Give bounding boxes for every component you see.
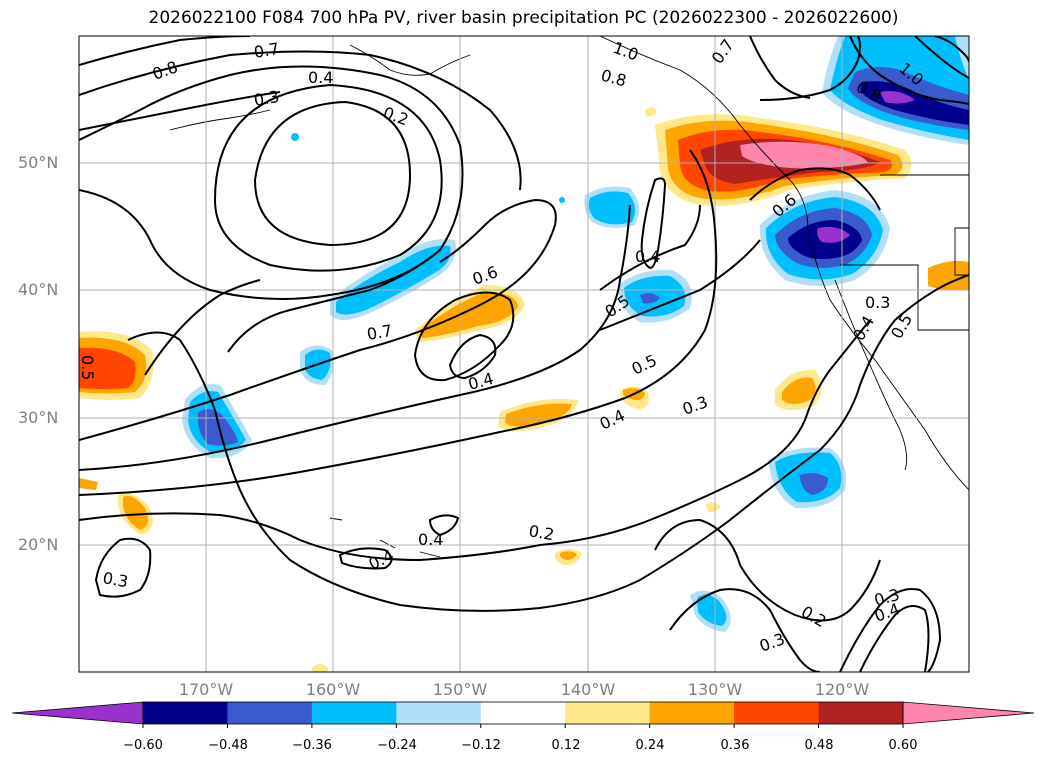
- colorbar-segments: [12, 702, 1034, 724]
- contour-label: 0.2: [798, 602, 830, 631]
- positive-precip-patch-west: [79, 478, 98, 490]
- contour-label: 0.2: [527, 521, 555, 544]
- colorbar-tick-label: 0.24: [635, 738, 665, 753]
- coastlines: [169, 36, 969, 558]
- contour-label: 0.5: [78, 355, 97, 380]
- colorbar-tick-label: 0.60: [888, 738, 918, 753]
- contour-label: 0.3: [252, 87, 280, 110]
- colorbar-extend-max: [903, 702, 1034, 724]
- colorbar-segment: [649, 702, 735, 724]
- colorbar-tick-label: −0.48: [208, 738, 248, 753]
- contour-label: 0.3: [865, 293, 890, 312]
- negative-precip-region-northeast: [822, 36, 969, 145]
- colorbar-tick-label: −0.24: [377, 738, 417, 753]
- colorbar-tick-label: 0.48: [804, 738, 834, 753]
- lon-label: 160°W: [305, 680, 361, 699]
- colorbar-segment: [227, 702, 313, 724]
- lon-label: 120°W: [814, 680, 870, 699]
- contour-label: 0.6: [470, 262, 500, 289]
- colorbar-outline: [142, 701, 904, 725]
- positive-precip-core-central: [420, 292, 518, 338]
- colorbar-tick-label: 0.36: [720, 738, 750, 753]
- colorbar-tick-label: −0.12: [461, 738, 501, 753]
- lat-label: 40°N: [18, 280, 59, 299]
- negative-precip-patch-4: [559, 197, 565, 203]
- negative-precip-region-baja-south: [768, 447, 846, 509]
- positive-precip-core-baja: [782, 377, 816, 404]
- positive-precip-region-north-coast: [655, 114, 912, 206]
- contour-label: 1.0: [611, 38, 641, 65]
- lon-label: 150°W: [432, 680, 488, 699]
- positive-precip-core-south-central: [505, 403, 572, 427]
- colorbar-segment: [311, 702, 397, 724]
- colorbar-segment: [734, 702, 820, 724]
- positive-precip-region-west-edge: [79, 331, 154, 400]
- positive-precip-patch-3: [705, 502, 721, 513]
- contour-label: 0.4: [308, 68, 333, 87]
- colorbar-segment: [565, 702, 651, 724]
- contour-label: 0.4: [418, 530, 443, 549]
- contour-label: 0.7: [365, 321, 393, 344]
- contour-label: 0.7: [252, 39, 280, 62]
- negative-precip-center-midlat: [640, 293, 660, 304]
- lon-label: 170°W: [178, 680, 234, 699]
- negative-precip-patch-2-core: [697, 594, 727, 626]
- positive-precip-patch-4: [645, 107, 657, 117]
- colorbar-segment: [143, 702, 228, 724]
- colorbar-tick-label: −0.36: [292, 738, 332, 753]
- colorbar-segment: [818, 702, 904, 724]
- colorbar-extend-min: [12, 702, 143, 724]
- colorbar-ticks: [142, 724, 904, 728]
- colorbar-tick-label: 0.12: [551, 738, 581, 753]
- positive-precip-core-southwest: [123, 495, 149, 530]
- positive-precip-region-east-edge: [928, 260, 969, 291]
- negative-precip-core-offshore: [588, 191, 636, 225]
- precipitation-shading: [79, 36, 969, 672]
- contour-label: 0.8: [599, 66, 629, 91]
- contour-label: 0.8: [150, 57, 180, 84]
- lat-label: 20°N: [18, 535, 59, 554]
- positive-precip-patch-2-core: [560, 551, 577, 560]
- negative-precip-patch-3: [291, 133, 299, 141]
- pv-contours: [79, 36, 969, 672]
- contour-label: 0.4: [466, 369, 496, 394]
- contour-label: 0.3: [101, 568, 129, 591]
- map-title: 2026022100 F084 700 hPa PV, river basin …: [148, 8, 899, 28]
- contour-label: 0.5: [629, 351, 660, 379]
- map-frame: [78, 35, 970, 673]
- colorbar-segment: [396, 702, 482, 724]
- positive-precip-patch-5: [312, 664, 328, 672]
- contour-label: 0.5: [887, 310, 916, 342]
- lat-label: 30°N: [18, 408, 59, 427]
- lat-label: 50°N: [18, 153, 59, 172]
- colorbar-tick-label: −0.60: [123, 738, 163, 753]
- contour-label: 0.3: [680, 392, 710, 419]
- contour-label: 0.7: [708, 36, 738, 68]
- colorbar-segment: [480, 702, 566, 724]
- lon-label: 140°W: [560, 680, 616, 699]
- lon-label: 130°W: [687, 680, 743, 699]
- contour-label: 0.4: [635, 247, 660, 266]
- contour-label: 0.4: [366, 546, 397, 574]
- colorbar: [11, 701, 1035, 728]
- negative-precip-region-california: [759, 190, 890, 286]
- contour-label: 0.4: [597, 406, 628, 434]
